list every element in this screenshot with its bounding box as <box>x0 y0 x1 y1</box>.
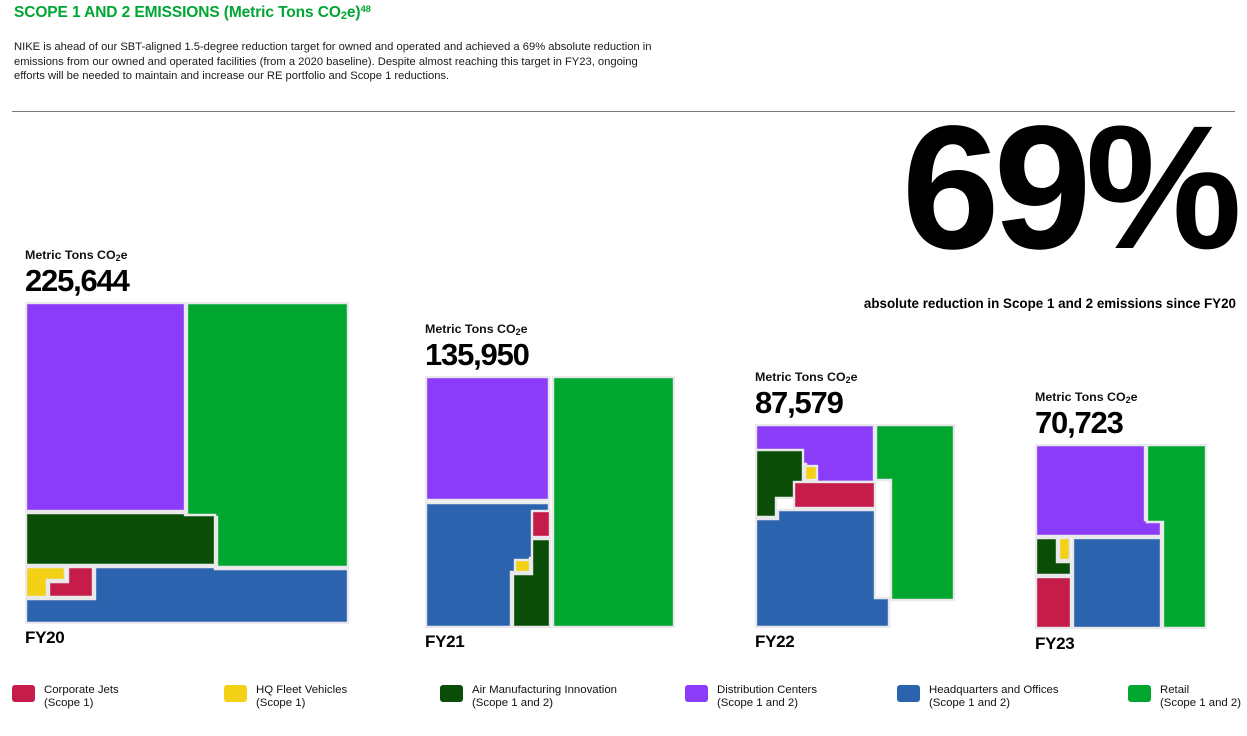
treemap-cell-hq-fleet-vehicles <box>513 559 532 574</box>
treemap-cell-distribution-centers <box>1035 444 1163 538</box>
legend: Corporate Jets (Scope 1) HQ Fleet Vehicl… <box>12 684 1242 711</box>
treemap-cell-corporate-jets <box>47 566 95 599</box>
headline-statistic-caption: absolute reduction in Scope 1 and 2 emis… <box>863 296 1236 311</box>
header-divider <box>12 111 1235 112</box>
legend-item-headquarters-and-offices: Headquarters and Offices (Scope 1 and 2) <box>897 684 1128 711</box>
chart-panel-fy20: Metric Tons CO2e 225,644 FY20 <box>25 248 349 648</box>
treemap-fy23 <box>1035 444 1207 630</box>
legend-item-air-manufacturing-innovation: Air Manufacturing Innovation (Scope 1 an… <box>440 684 685 711</box>
legend-swatch-corporate-jets <box>12 685 35 702</box>
legend-label-headquarters-and-offices: Headquarters and Offices (Scope 1 and 2) <box>929 684 1059 710</box>
legend-label-hq-fleet-vehicles: HQ Fleet Vehicles (Scope 1) <box>256 684 348 710</box>
treemap-cell-retail <box>874 424 955 602</box>
legend-swatch-hq-fleet-vehicles <box>224 685 247 702</box>
page-title-main: SCOPE 1 AND 2 EMISSIONS (Metric Tons CO <box>14 4 341 21</box>
chart-total-value-fy23: 70,723 <box>1035 404 1124 440</box>
chart-total-value-fy21: 135,950 <box>425 336 530 372</box>
treemap-cell-corporate-jets <box>1035 576 1073 630</box>
treemap-cell-air-manufacturing-innovation <box>25 512 217 567</box>
treemap-fy20 <box>25 302 349 625</box>
page-title-footnote: 48 <box>360 4 371 15</box>
chart-unit-label-fy22: Metric Tons CO2e <box>755 370 858 385</box>
chart-panel-fy21: Metric Tons CO2e 135,950 FY21 <box>425 322 675 652</box>
legend-item-hq-fleet-vehicles: HQ Fleet Vehicles (Scope 1) <box>224 684 440 711</box>
page-title: SCOPE 1 AND 2 EMISSIONS (Metric Tons CO2… <box>14 4 714 23</box>
treemap-cell-distribution-centers <box>25 302 187 513</box>
treemap-cell-headquarters-and-offices <box>25 566 349 625</box>
legend-swatch-air-manufacturing-innovation <box>440 685 463 702</box>
treemap-cell-headquarters-and-offices <box>755 509 891 629</box>
treemap-cell-air-manufacturing-innovation <box>511 538 552 629</box>
legend-label-corporate-jets: Corporate Jets (Scope 1) <box>44 684 119 710</box>
chart-total-value-fy20: 225,644 <box>25 262 130 298</box>
page-title-subscript: 2 <box>340 10 347 22</box>
treemap-cell-retail <box>551 376 675 629</box>
treemap-cell-corporate-jets <box>792 481 877 510</box>
treemap-cell-distribution-centers <box>425 376 551 502</box>
page-title-tail: e) <box>346 4 361 21</box>
legend-label-air-manufacturing-innovation: Air Manufacturing Innovation (Scope 1 an… <box>472 684 617 710</box>
intro-paragraph: NIKE is ahead of our SBT-aligned 1.5-deg… <box>14 41 652 83</box>
treemap-cell-retail <box>1145 444 1207 630</box>
legend-swatch-distribution-centers <box>685 685 708 702</box>
legend-label-retail: Retail (Scope 1 and 2) <box>1160 684 1242 710</box>
header-block: SCOPE 1 AND 2 EMISSIONS (Metric Tons CO2… <box>14 4 714 23</box>
treemap-cell-air-manufacturing-innovation <box>755 449 805 519</box>
chart-year-label-fy23: FY23 <box>1035 634 1075 654</box>
treemap-cell-headquarters-and-offices <box>1071 537 1163 630</box>
chart-year-label-fy21: FY21 <box>425 632 465 652</box>
legend-item-distribution-centers: Distribution Centers (Scope 1 and 2) <box>685 684 897 711</box>
legend-item-corporate-jets: Corporate Jets (Scope 1) <box>12 684 224 711</box>
chart-panel-fy23: Metric Tons CO2e 70,723 FY23 <box>1035 390 1207 654</box>
legend-swatch-retail <box>1128 685 1151 702</box>
chart-unit-label-fy21: Metric Tons CO2e <box>425 322 528 337</box>
treemap-cell-air-manufacturing-innovation <box>1035 537 1073 577</box>
treemap-fy21 <box>425 376 675 629</box>
treemap-cell-hq-fleet-vehicles <box>1057 537 1072 562</box>
legend-label-distribution-centers: Distribution Centers (Scope 1 and 2) <box>717 684 818 710</box>
chart-unit-label-fy20: Metric Tons CO2e <box>25 248 128 263</box>
chart-total-value-fy22: 87,579 <box>755 384 844 420</box>
legend-item-retail: Retail (Scope 1 and 2) <box>1128 684 1242 711</box>
chart-panel-fy22: Metric Tons CO2e 87,579 FY22 <box>755 370 955 652</box>
treemap-fy22 <box>755 424 955 629</box>
legend-swatch-headquarters-and-offices <box>897 685 920 702</box>
headline-statistic: 69% <box>901 90 1242 286</box>
chart-year-label-fy20: FY20 <box>25 628 65 648</box>
chart-year-label-fy22: FY22 <box>755 632 795 652</box>
treemap-cell-hq-fleet-vehicles <box>25 566 67 599</box>
chart-unit-label-fy23: Metric Tons CO2e <box>1035 390 1138 405</box>
treemap-cell-hq-fleet-vehicles <box>803 465 819 482</box>
treemap-cell-corporate-jets <box>530 510 552 539</box>
